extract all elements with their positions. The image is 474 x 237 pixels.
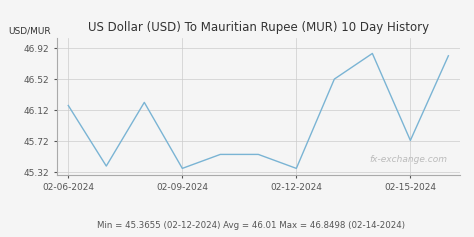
Text: USD/MUR: USD/MUR [9, 27, 51, 36]
Text: Min = 45.3655 (02-12-2024) Avg = 46.01 Max = 46.8498 (02-14-2024): Min = 45.3655 (02-12-2024) Avg = 46.01 M… [97, 221, 405, 230]
Title: US Dollar (USD) To Mauritian Rupee (MUR) 10 Day History: US Dollar (USD) To Mauritian Rupee (MUR)… [88, 21, 429, 34]
Text: fx-exchange.com: fx-exchange.com [370, 155, 447, 164]
